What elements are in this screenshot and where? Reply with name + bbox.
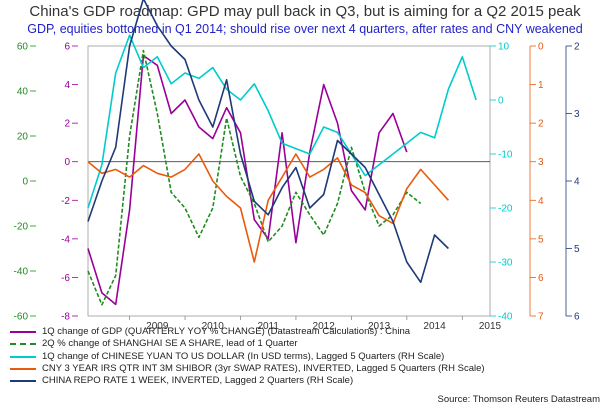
legend-swatch — [10, 355, 36, 358]
legend-swatch — [10, 367, 36, 370]
series-line-3 — [87, 153, 449, 263]
y-tick-label-gdp_1q: 6 — [64, 42, 70, 53]
y-tick-label-shibor_3y: 1 — [538, 80, 544, 91]
y-tick-label-shanghai_2q: -20 — [14, 222, 29, 233]
y-tick-label-cny_1q: -10 — [498, 150, 513, 161]
legend-swatch — [10, 380, 36, 383]
y-tick-label-shanghai_2q: 0 — [22, 177, 28, 188]
chart-subtitle: GDP, equities bottomed in Q1 2014; shoul… — [27, 22, 583, 36]
x-tick-label: 2010 — [202, 321, 225, 332]
chart-title: China's GDP roadmap: GPD may pull back i… — [29, 3, 581, 20]
y-tick-label-cny_1q: 10 — [498, 42, 510, 53]
y-tick-label-gdp_1q: -4 — [61, 234, 70, 245]
y-tick-label-gdp_1q: -6 — [61, 273, 70, 284]
series-line-4 — [87, 0, 449, 284]
y-tick-label-shanghai_2q: 20 — [17, 132, 29, 143]
x-tick-label: 2012 — [313, 321, 336, 332]
y-tick-label-cny_1q: 0 — [498, 96, 504, 107]
legend-swatch — [10, 331, 36, 333]
legend-label: CHINA REPO RATE 1 WEEK, INVERTED, Lagged… — [42, 375, 354, 387]
y-tick-label-shibor_3y: 5 — [538, 234, 544, 245]
legend-label: 2Q % change of SHANGHAI SE A SHARE, lead… — [42, 338, 298, 350]
y-tick-label-shibor_3y: 4 — [538, 196, 544, 207]
x-tick-label: 2013 — [368, 321, 391, 332]
y-tick-label-shanghai_2q: 60 — [17, 42, 29, 53]
y-tick-label-shibor_3y: 7 — [538, 312, 544, 323]
source-note: Source: Thomson Reuters Datastream — [437, 394, 600, 405]
x-tick-label: 2011 — [257, 321, 279, 332]
y-tick-label-shanghai_2q: -40 — [14, 267, 29, 278]
y-tick-label-gdp_1q: -8 — [61, 312, 70, 323]
y-tick-label-cny_1q: -40 — [498, 312, 513, 323]
y-tick-label-gdp_1q: 4 — [64, 80, 70, 91]
legend-label: 1Q change of CHINESE YUAN TO US DOLLAR (… — [42, 350, 445, 362]
x-tick-label: 2014 — [423, 321, 446, 332]
y-tick-label-shibor_3y: 6 — [538, 273, 544, 284]
x-tick-label: 2015 — [479, 321, 502, 332]
x-tick-label: 2009 — [146, 321, 169, 332]
y-tick-label-repo_1w: 5 — [574, 244, 580, 255]
y-tick-label-shibor_3y: 3 — [538, 157, 544, 168]
series-line-2 — [87, 34, 477, 209]
y-tick-label-repo_1w: 3 — [574, 109, 580, 120]
y-tick-label-cny_1q: -30 — [498, 258, 513, 269]
y-tick-label-gdp_1q: 2 — [64, 119, 70, 130]
plot-frame — [87, 45, 491, 317]
y-tick-label-gdp_1q: -2 — [61, 196, 70, 207]
y-tick-label-repo_1w: 6 — [574, 312, 580, 323]
y-tick-label-shanghai_2q: 40 — [17, 87, 29, 98]
legend-label: 1Q change of GDP (QUARTERLY YOY % CHANGE… — [42, 326, 411, 337]
y-tick-label-shibor_3y: 0 — [538, 42, 544, 53]
legend-swatch — [10, 343, 36, 346]
y-tick-label-shanghai_2q: -60 — [14, 312, 29, 323]
y-tick-label-cny_1q: -20 — [498, 204, 513, 215]
y-tick-label-repo_1w: 4 — [574, 177, 580, 188]
legend-label: CNY 3 YEAR IRS QTR INT 3M SHIBOR (3yr SW… — [42, 362, 485, 374]
y-tick-label-repo_1w: 2 — [574, 42, 580, 53]
y-tick-label-gdp_1q: 0 — [64, 157, 70, 168]
y-tick-label-shibor_3y: 2 — [538, 119, 544, 130]
